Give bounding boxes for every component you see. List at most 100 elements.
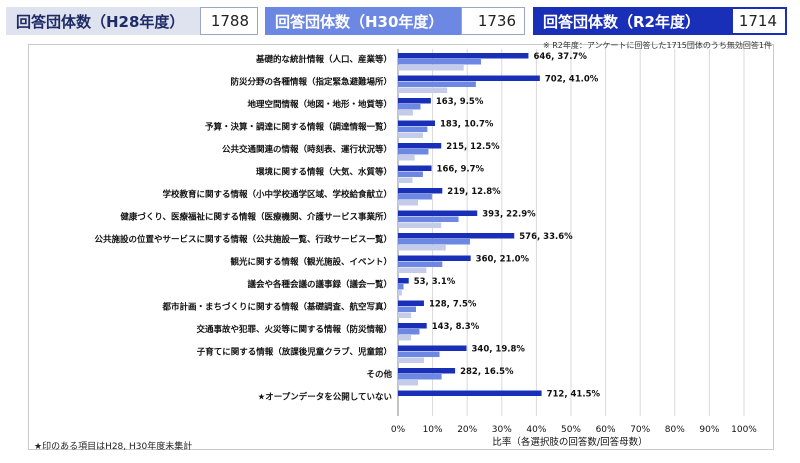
bar [398,210,478,216]
data-label: 128, 7.5% [429,300,477,310]
bar [398,165,432,171]
data-label: 393, 22.9% [482,210,536,220]
x-tick-label: 20% [457,425,477,435]
bar [398,374,442,380]
category-label: 公共交通関連の情報（時刻表、運行状況等） [222,144,392,155]
category-label: 観光に関する情報（観光施設、イベント） [230,257,392,268]
bar [398,300,424,306]
data-label: 576, 33.6% [519,232,573,242]
data-label: 646, 37.7% [533,52,587,62]
bar [398,255,471,261]
bar [398,104,421,110]
bar [398,345,467,351]
bar [398,81,476,87]
category-label: その他 [366,369,392,380]
bar [398,267,427,273]
bar [398,59,482,65]
x-tick-label: 50% [561,425,581,435]
header-r2-label: 回答団体数（R2年度） [533,7,731,35]
data-label: 702, 41.0% [545,75,599,85]
bar [398,53,529,59]
x-tick-label: 90% [699,425,719,435]
header-h30-value: 1736 [461,7,525,35]
x-tick-label: 100% [731,425,757,435]
data-label: 143, 8.3% [432,322,480,332]
data-label: 215, 12.5% [446,142,500,152]
x-tick-label: 60% [596,425,616,435]
data-label: 282, 16.5% [460,367,514,377]
category-label: 地理空間情報（地図・地形・地質等） [247,99,392,110]
bar [398,216,459,222]
bar [398,177,413,183]
bar [398,171,423,177]
invalid-response-note: ※ R2年度：アンケートに回答した1715団体のうち無効回答1件 [542,41,772,50]
x-tick-label: 80% [665,425,685,435]
bar [398,126,428,132]
bar [398,132,423,138]
footnote: ★印のある項目はH28, H30年度未集計 [34,442,193,452]
category-label: 学校教育に関する情報（小中学校通学区域、学校給食献立） [162,189,392,200]
bar [398,368,456,374]
bar [398,278,409,284]
bar [398,306,416,312]
bar [398,245,446,251]
bar [398,357,424,363]
bar [398,312,412,318]
header-h30: 回答団体数（H30年度） 1736 [265,7,525,35]
data-label: 360, 21.0% [476,255,530,265]
data-label: 163, 9.5% [436,97,484,107]
category-label: 子育てに関する情報（放課後児童クラブ、児童館） [197,347,392,358]
header-h28-value: 1788 [200,7,258,35]
x-tick-label: 0% [391,425,406,435]
category-label: 公共施設の位置やサービスに関する情報（公共施設一覧、行政サービス一覧） [94,234,392,245]
bar [398,390,542,396]
bar [398,335,412,341]
bar [398,222,442,228]
x-axis-label: 比率（各選択肢の回答数/回答母数） [492,436,647,448]
bar [398,143,442,149]
category-label: 予算・決算・調達に関する情報（調達情報一覧） [205,122,392,133]
category-label: 交通事故や犯罪、火災等に関する情報（防災情報） [196,324,392,335]
header-h30-label: 回答団体数（H30年度） [265,7,461,35]
x-tick-label: 40% [526,425,546,435]
bar [398,65,464,71]
data-label: 183, 10.7% [440,120,494,130]
category-label: 議会や各種会議の議事録（議会一覧） [247,279,392,290]
bar [398,110,413,116]
bar [398,120,436,126]
header-h28: 回答団体数（H28年度） 1788 [6,7,258,35]
x-tick-label: 10% [423,425,443,435]
bar [398,323,427,329]
category-label: ★オープンデータを公開していない [258,392,392,403]
bar [398,75,540,81]
bar [398,261,443,267]
bar [398,188,443,194]
data-label: 340, 19.8% [472,345,526,355]
category-label: 環境に関する情報（大気、水質等） [256,167,392,178]
bar [398,380,419,386]
data-label: 712, 41.5% [547,390,601,400]
bar [398,233,515,239]
bar [398,290,402,296]
bar [398,329,420,335]
data-label: 166, 9.7% [437,165,485,175]
category-label: 都市計画・まちづくりに関する情報（基礎調査、航空写真） [161,302,392,313]
bar [398,200,419,206]
category-label: 健康づくり、医療福祉に関する情報（医療機関、介護サービス事業所） [120,212,392,223]
header-r2: 回答団体数（R2年度） 1714 [533,7,787,35]
bar [398,87,448,93]
bar [398,351,440,357]
bar [398,239,470,245]
data-label: 53, 3.1% [414,277,456,287]
x-tick-label: 70% [630,425,650,435]
bar [398,98,431,104]
bar [398,284,404,290]
category-label: 防災分野の各種情報（指定緊急避難場所） [230,77,392,88]
category-label: 基礎的な統計情報（人口、産業等） [255,54,392,65]
bar [398,149,429,155]
header-h28-label: 回答団体数（H28年度） [6,7,200,35]
bar [398,194,432,200]
data-label: 219, 12.8% [447,187,501,197]
header-r2-value: 1714 [731,7,787,35]
